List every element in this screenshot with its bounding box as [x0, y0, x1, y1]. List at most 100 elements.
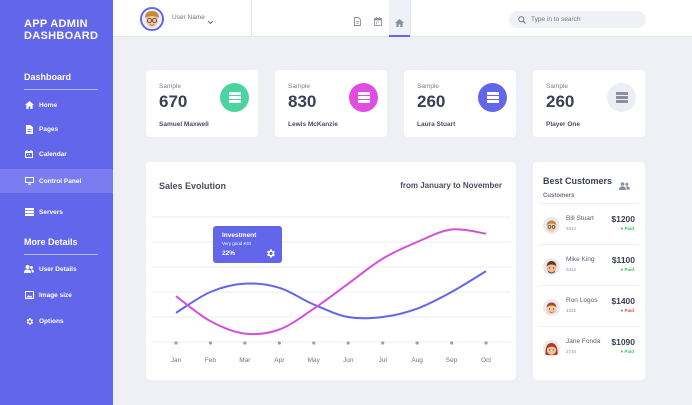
search-box[interactable] — [509, 11, 646, 28]
stat-label: Sample — [417, 83, 440, 90]
status-badge: ● Paid — [620, 226, 634, 231]
stat-label: Sample — [159, 83, 182, 90]
customer-amount: $1200 — [611, 214, 635, 224]
x-axis-tick — [174, 341, 178, 345]
customer-amount: $1090 — [611, 337, 635, 347]
server-icon — [607, 83, 636, 112]
x-tick-label: Jul — [379, 357, 388, 364]
sidebar-item-image-size[interactable]: Image size — [0, 283, 113, 307]
customer-name: Bill Stuart — [566, 215, 594, 222]
server-icon — [220, 83, 249, 112]
image-icon — [24, 291, 34, 300]
search-input[interactable] — [531, 16, 631, 23]
tab-home[interactable] — [389, 0, 410, 37]
chevron-down-icon[interactable] — [207, 13, 214, 31]
users-icon — [619, 177, 630, 195]
x-tick-label: Oct — [481, 357, 491, 364]
sales-chart: Jan Feb Mar Apr May Jun Jul Aug Sep Oct — [151, 216, 511, 364]
best-customers-card: Best Customers Customers Bill Stuart 331… — [533, 162, 645, 380]
server-icon — [349, 83, 378, 112]
chart-subtitle: from January to November — [400, 181, 502, 190]
customers-subtitle: Customers — [543, 193, 575, 199]
tooltip-subtitle: Very good KGI — [222, 241, 252, 246]
chart-tooltip: Investment Very good KGI 22% — [213, 226, 282, 263]
x-tick-label: Jun — [343, 357, 354, 364]
divider — [410, 0, 411, 37]
status-label: Paid — [624, 308, 634, 313]
customer-row[interactable]: Mike King 3442 $1100 ● Paid — [539, 244, 639, 285]
brand-line-1: APP ADMIN — [24, 18, 88, 30]
status-label: Paid — [624, 349, 634, 354]
sidebar-item-pages[interactable]: Pages — [0, 117, 113, 141]
stat-value: 670 — [159, 92, 188, 111]
customer-row[interactable]: Bill Stuart 3312 $1200 ● Paid — [539, 203, 639, 244]
search-icon — [518, 11, 526, 29]
customer-amount: $1100 — [611, 255, 635, 265]
stat-name: Lewis McKanzie — [288, 121, 338, 128]
sidebar-item-control-panel[interactable]: Control Panel — [0, 169, 113, 193]
status-badge: ● Paid — [620, 308, 634, 313]
stat-label: Sample — [546, 83, 569, 90]
stat-value: 830 — [288, 92, 317, 111]
sidebar-item-home[interactable]: Home — [0, 93, 113, 117]
sidebar-item-label: Pages — [39, 125, 59, 133]
x-tick-label: Aug — [411, 357, 423, 364]
stat-name: Laura Stuart — [417, 121, 456, 128]
user-name[interactable]: User Name — [172, 14, 205, 21]
status-label: Paid — [624, 226, 634, 231]
x-axis-tick — [381, 341, 385, 345]
avatar — [543, 299, 560, 316]
gear-icon — [24, 317, 34, 326]
stat-card: Sample 670 Samuel Maxwell — [146, 70, 258, 137]
calendar-icon[interactable] — [374, 13, 382, 31]
series-line-1 — [175, 270, 487, 320]
monitor-icon — [24, 177, 34, 186]
server-icon — [24, 208, 34, 217]
x-axis-tick — [415, 341, 419, 345]
tooltip-value: 22% — [222, 250, 236, 257]
sidebar-item-calendar[interactable]: Calendar — [0, 142, 113, 166]
sidebar: APP ADMIN DASHBOARD Dashboard Home Pages… — [0, 0, 113, 405]
brand-title: APP ADMIN DASHBOARD — [24, 18, 98, 42]
customer-row[interactable]: Ron Logos 4332 $1400 ● Paid — [539, 285, 639, 326]
stat-name: Player One — [546, 121, 580, 128]
x-axis-tick — [208, 341, 213, 345]
stat-card: Sample 260 Player One — [533, 70, 645, 137]
customer-name: Mike King — [566, 256, 595, 263]
avatar — [543, 258, 560, 275]
customer-row[interactable]: Jane Fonda 2716 $1090 ● Paid — [539, 326, 639, 367]
stat-value: 260 — [417, 92, 446, 111]
x-tick-label: Sep — [446, 357, 458, 364]
customer-id: 4332 — [566, 308, 577, 313]
customer-name: Ron Logos — [566, 297, 598, 304]
document-icon[interactable] — [354, 13, 361, 31]
sidebar-item-label: Calendar — [39, 150, 67, 158]
sidebar-item-options[interactable]: Options — [0, 309, 113, 333]
user-avatar[interactable] — [140, 7, 164, 31]
document-icon — [24, 124, 34, 134]
sidebar-item-label: User Details — [39, 265, 77, 273]
x-axis-tick — [449, 341, 454, 345]
divider — [24, 89, 98, 90]
home-icon — [24, 101, 34, 110]
gear-icon[interactable] — [265, 246, 276, 264]
users-icon — [24, 265, 34, 274]
status-label: Paid — [624, 267, 634, 272]
x-axis-tick — [346, 341, 350, 345]
x-tick-label: Mar — [239, 357, 251, 364]
stat-label: Sample — [288, 83, 311, 90]
avatar — [543, 340, 560, 357]
customer-id: 2716 — [566, 349, 577, 354]
sidebar-item-label: Control Panel — [39, 177, 82, 185]
calendar-icon — [24, 150, 34, 159]
status-badge: ● Paid — [620, 267, 634, 272]
home-icon — [395, 14, 404, 32]
chart-title: Sales Evolution — [159, 181, 227, 191]
sidebar-item-servers[interactable]: Servers — [0, 200, 113, 224]
series-line-2 — [175, 228, 487, 336]
stat-card: Sample 830 Lewis McKanzie — [275, 70, 387, 137]
sidebar-item-user-details[interactable]: User Details — [0, 257, 113, 281]
top-bar: User Name — [113, 0, 692, 37]
x-tick-label: May — [308, 357, 321, 364]
x-axis-tick — [484, 341, 488, 345]
